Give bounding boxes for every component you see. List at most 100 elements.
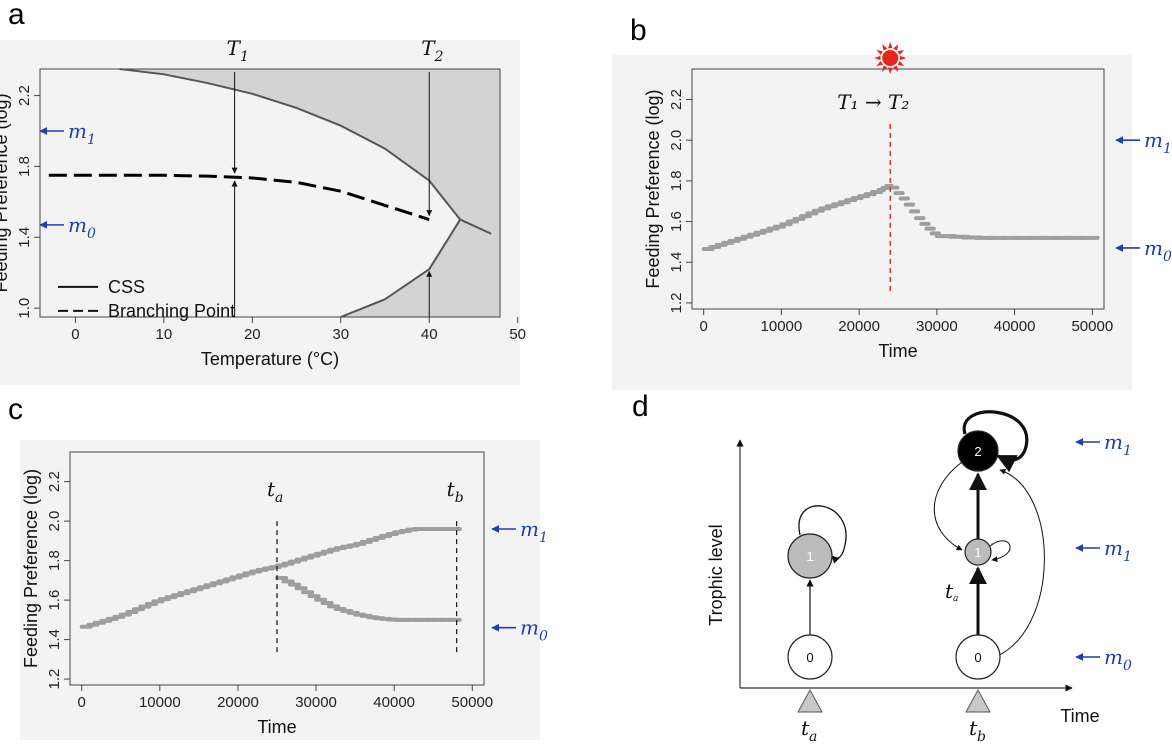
panel-a-shaded-region xyxy=(119,69,500,317)
panel-d-node-label-b2: 2 xyxy=(974,444,981,459)
panel-c-m0-marker-label: m0 xyxy=(520,616,548,645)
panel-d-x-axis-label: Time xyxy=(1060,706,1099,726)
panel-d-node-label-b0: 0 xyxy=(974,650,981,665)
panel-d-m0-2-marker-label: m0 xyxy=(1104,645,1132,674)
panel-c-x-tick-label: 20000 xyxy=(217,694,259,711)
panel-d-m1-0-marker-label: m1 xyxy=(1104,430,1132,459)
panel-c-y-tick-label: 1.2 xyxy=(46,669,63,690)
panel-a-chart: 0 10 20 30 40 50 1.0 1.4 1.8 2.2 Temperature (°C) F… xyxy=(0,36,526,369)
sun-icon-ray xyxy=(876,60,883,66)
panel-c-x-tick-label: 50000 xyxy=(451,694,493,711)
panel-d-time-label-ta: ta xyxy=(801,716,817,745)
panel-letter-c: c xyxy=(8,393,23,426)
panel-a-m1-marker-label: m1 xyxy=(68,119,96,148)
panel-c-y-tick-label: 1.8 xyxy=(46,550,63,571)
panel-a-css-curve xyxy=(119,68,492,235)
panel-d-node-label-a0: 0 xyxy=(806,650,813,665)
sun-icon-ray xyxy=(899,55,907,61)
panel-letter-b: b xyxy=(630,14,647,47)
panel-a-legend-label-css: CSS xyxy=(108,277,145,297)
panel-a-x-tick-label: 40 xyxy=(421,326,438,343)
panel-letter-d: d xyxy=(632,390,649,423)
panel-b-x-tick-label: 0 xyxy=(699,318,707,335)
panel-a-x-tick-label: 0 xyxy=(71,326,79,343)
panel-c-m1-marker-label: m1 xyxy=(520,517,548,546)
panel-b-y-tick-label: 2.2 xyxy=(668,89,685,110)
panel-a-css-curve xyxy=(340,219,462,318)
sun-icon-ray xyxy=(882,44,888,51)
panel-d-m1-1-marker-label: m1 xyxy=(1104,536,1132,565)
panel-d-node-a0 xyxy=(787,634,833,680)
panel-a-x-tick-label: 50 xyxy=(509,326,526,343)
panel-b-m1-marker-label: m1 xyxy=(1144,128,1172,157)
panel-a-annotation-label-t1: T1 xyxy=(227,36,249,65)
panel-b-x-axis-label: Time xyxy=(878,341,917,361)
panel-a-x-tick-label: 30 xyxy=(332,326,349,343)
panel-letter-a: a xyxy=(8,0,25,31)
panel-d-y-axis-label: Trophic level xyxy=(706,524,726,625)
panel-c-y-tick-label: 2.2 xyxy=(46,471,63,492)
panel-b-y-tick-label: 2.0 xyxy=(668,130,685,151)
panel-d-time-label-tb: tb xyxy=(969,716,986,745)
panel-c-x-axis-label: Time xyxy=(257,717,296,737)
panel-c-y-tick-label: 1.4 xyxy=(46,629,63,650)
panel-c-y-tick-label: 1.6 xyxy=(46,590,63,611)
panel-b-y-tick-label: 1.4 xyxy=(668,252,685,273)
sun-icon-ray xyxy=(897,50,905,56)
panel-b-x-tick-label: 10000 xyxy=(761,318,803,335)
panel-c-x-tick-label: 10000 xyxy=(139,694,181,711)
panel-c-x-tick-label: 0 xyxy=(78,694,86,711)
panel-b-background xyxy=(612,55,1132,390)
panel-d-node-b0 xyxy=(955,634,1001,680)
panel-a-legend-label-branching: Branching Point xyxy=(108,301,235,321)
panel-b-m0-marker-label: m0 xyxy=(1144,236,1172,265)
sun-icon-ray xyxy=(882,65,888,72)
panel-a-y-tick-label: 2.2 xyxy=(16,85,33,106)
sun-icon-ray xyxy=(893,44,899,51)
panel-a-annotation-label-t2: T2 xyxy=(421,36,443,65)
panel-b-x-tick-label: 30000 xyxy=(916,318,958,335)
panel-d-edge-label: ta xyxy=(945,579,958,604)
panel-c-time-label-ta: ta xyxy=(267,477,283,506)
panel-d-time-triangle xyxy=(797,688,823,713)
panel-d-node-label-a1: 1 xyxy=(806,549,813,564)
sun-icon-ray xyxy=(888,42,893,49)
panel-b-y-tick-label: 1.6 xyxy=(668,211,685,232)
sun-icon-ray xyxy=(888,67,893,74)
panel-a-x-axis-label: Temperature (°C) xyxy=(201,349,339,369)
panel-c-plot-frame xyxy=(69,451,485,686)
panel-b-x-tick-label: 40000 xyxy=(994,318,1036,335)
panel-a-x-tick-label: 20 xyxy=(244,326,261,343)
panel-b-plot-frame xyxy=(691,68,1105,310)
panel-c-background xyxy=(20,440,540,740)
panel-b-x-tick-label: 50000 xyxy=(1071,318,1113,335)
panel-b-shift-label: T₁ → T₂ xyxy=(837,90,909,114)
sun-icon-ray xyxy=(893,65,899,72)
panel-c-chart: 0 10000 20000 30000 40000 50000 1.2 1.4 1.6 1.8 2.… xyxy=(21,451,548,737)
sun-icon xyxy=(874,42,907,74)
panel-d-node-a1 xyxy=(787,533,833,579)
panel-c-y-tick-label: 2.0 xyxy=(46,511,63,532)
panel-b-y-axis-label: Feeding Preference (log) xyxy=(643,89,663,288)
panel-b-chart: 0 10000 20000 30000 40000 50000 1.2 1.4 1.6 1.8 2.… xyxy=(643,42,1172,361)
panel-b-x-tick-label: 20000 xyxy=(838,318,880,335)
panel-c-y-axis-label: Feeding Preference (log) xyxy=(21,469,41,668)
panel-a-m0-marker-label: m0 xyxy=(68,213,96,242)
panel-d-node-b2 xyxy=(957,430,999,472)
panel-b-y-tick-label: 1.8 xyxy=(668,170,685,191)
panel-a-plot-frame xyxy=(39,68,501,318)
sun-icon-core xyxy=(882,50,899,66)
panel-d-node-label-b1: 1 xyxy=(974,545,981,560)
panel-d-edge-b0-b2 xyxy=(994,468,1045,658)
panel-c-x-tick-label: 40000 xyxy=(373,694,415,711)
sun-icon-ray xyxy=(876,50,883,56)
panel-d-time-triangle xyxy=(965,688,991,713)
panel-c-time-label-tb: tb xyxy=(447,477,464,506)
panel-c-x-tick-label: 30000 xyxy=(295,694,337,711)
panel-a-branching-point-line xyxy=(48,173,430,221)
panel-b-y-tick-label: 1.2 xyxy=(668,292,685,313)
panel-d-loop-a1 xyxy=(798,505,847,564)
panel-d-node-b1 xyxy=(964,538,992,566)
panel-a-y-tick-label: 1.8 xyxy=(16,156,33,177)
panel-a-y-axis-label: Feeding Preference (log) xyxy=(0,93,11,292)
